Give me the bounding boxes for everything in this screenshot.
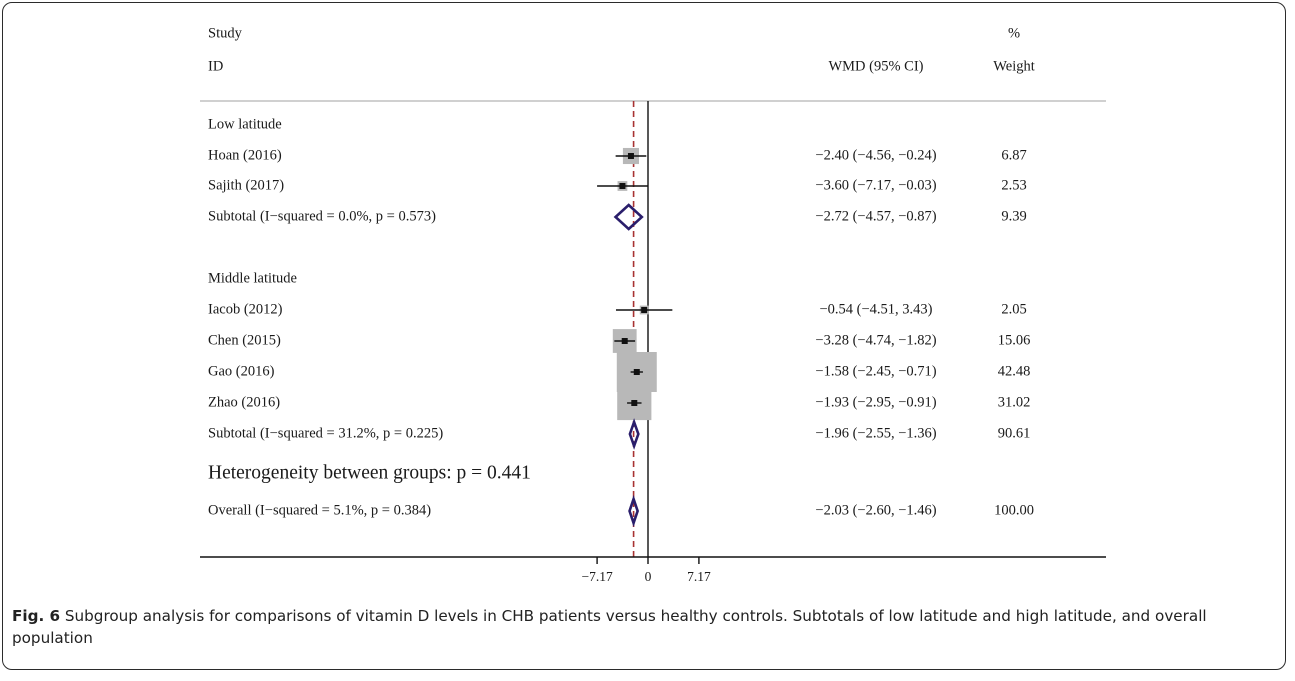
caption-label: Fig. 6 <box>12 607 61 625</box>
weight-value: 6.87 <box>1001 147 1026 163</box>
group-label: Middle latitude <box>208 270 297 286</box>
subtotal-label: Subtotal (I−squared = 0.0%, p = 0.573) <box>208 208 436 224</box>
figure-caption: Fig. 6 Subgroup analysis for comparisons… <box>12 605 1277 649</box>
ci-value: −2.40 (−4.56, −0.24) <box>815 147 936 163</box>
study-label: Gao (2016) <box>208 363 275 379</box>
weight-value: 90.61 <box>998 425 1031 441</box>
subtotal-diamond <box>613 203 644 231</box>
forest-plot: Study ID WMD (95% CI)% Weight Low latitude Ho… <box>200 25 1106 584</box>
x-tick-label: 0 <box>645 569 652 584</box>
ci-value: −1.93 (−2.95, −0.91) <box>815 394 936 410</box>
weight-value: 2.05 <box>1001 301 1026 317</box>
overall-diamond <box>628 494 640 528</box>
weight-value: 100.00 <box>994 502 1034 518</box>
point-estimate <box>627 153 634 159</box>
header-percent: % <box>1008 25 1020 41</box>
point-estimate <box>619 183 626 189</box>
ci-value: −2.72 (−4.57, −0.87) <box>815 208 936 224</box>
subtotal-label: Subtotal (I−squared = 31.2%, p = 0.225) <box>208 425 443 441</box>
header-id: ID <box>208 58 223 74</box>
header-wmd: WMD (95% CI) <box>828 58 923 74</box>
ci-value: −3.28 (−4.74, −1.82) <box>815 332 936 348</box>
ci-value: −0.54 (−4.51, 3.43) <box>819 301 932 317</box>
weight-value: 9.39 <box>1001 208 1026 224</box>
weight-value: 15.06 <box>998 332 1031 348</box>
x-tick-label: −7.17 <box>581 569 612 584</box>
ci-value: −2.03 (−2.60, −1.46) <box>815 502 936 518</box>
ci-value: −1.58 (−2.45, −0.71) <box>815 363 936 379</box>
point-estimate <box>633 369 640 375</box>
study-label: Chen (2015) <box>208 332 281 348</box>
point-estimate <box>621 338 628 344</box>
study-label: Hoan (2016) <box>208 147 282 163</box>
figure-frame <box>2 2 1286 670</box>
weight-value: 42.48 <box>998 363 1031 379</box>
study-label: Sajith (2017) <box>208 177 284 193</box>
study-label: Zhao (2016) <box>208 394 280 410</box>
ci-value: −3.60 (−7.17, −0.03) <box>815 177 936 193</box>
weight-value: 31.02 <box>998 394 1031 410</box>
header-study: Study <box>208 25 243 41</box>
overall-label: Overall (I−squared = 5.1%, p = 0.384) <box>208 502 431 518</box>
study-label: Iacob (2012) <box>208 301 283 317</box>
header-weight: Weight <box>993 58 1035 74</box>
caption-text: Subgroup analysis for comparisons of vit… <box>12 607 1207 647</box>
point-estimate <box>631 400 638 406</box>
group-label: Low latitude <box>208 116 282 132</box>
weight-value: 2.53 <box>1001 177 1026 193</box>
point-estimate <box>641 307 648 313</box>
ci-value: −1.96 (−2.55, −1.36) <box>815 425 936 441</box>
subtotal-diamond <box>628 418 640 450</box>
heterogeneity-label: Heterogeneity between groups: p = 0.441 <box>208 462 531 483</box>
x-tick-label: 7.17 <box>687 569 711 584</box>
